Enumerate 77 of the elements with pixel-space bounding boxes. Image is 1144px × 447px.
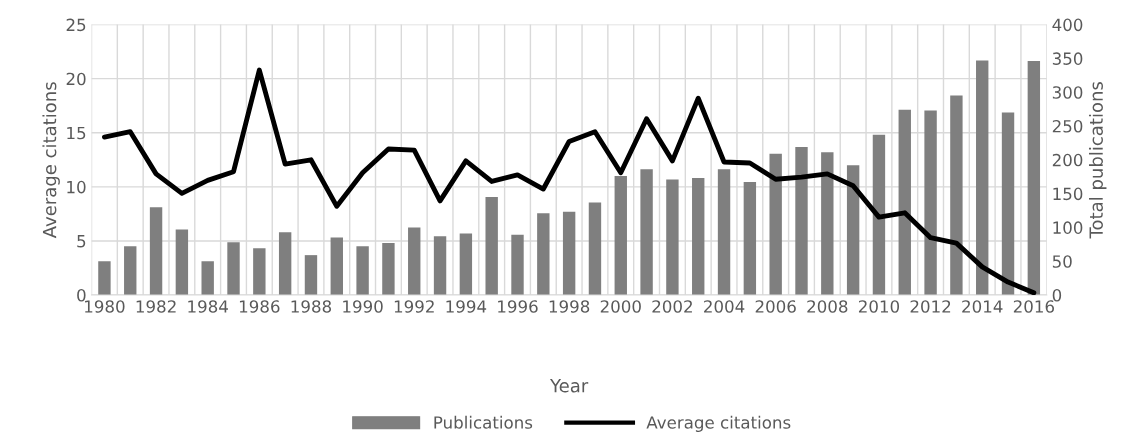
x-tick-label: 1988	[291, 300, 332, 313]
bar	[124, 246, 137, 296]
bar	[924, 110, 937, 296]
x-tick-label: 2008	[807, 300, 848, 313]
x-tick-label: 2014	[962, 300, 1003, 313]
bar	[640, 169, 653, 296]
x-tick-label: 1984	[188, 300, 228, 313]
y-tick-label: 0	[77, 288, 86, 302]
x-tick-label: 2004	[704, 300, 745, 313]
x-tick-label: 1986	[239, 300, 280, 313]
y2-axis-title: Total publications	[1088, 82, 1107, 239]
bar	[201, 261, 214, 296]
bar	[717, 169, 731, 296]
x-tick-label: 1980	[85, 300, 125, 313]
y-axis-title: Average citations	[42, 82, 60, 239]
x-tick-label: 1982	[136, 300, 176, 313]
bar	[382, 242, 395, 296]
y2-tick-label: 350	[1052, 52, 1083, 65]
bar	[562, 211, 576, 296]
bar	[227, 242, 240, 296]
bar	[666, 179, 679, 296]
y2-tick-label: 150	[1053, 187, 1083, 201]
bar	[98, 261, 111, 296]
x-tick-label: 1996	[498, 300, 538, 313]
x-tick-label: 2002	[652, 300, 692, 313]
bar	[743, 182, 757, 296]
x-axis-title: Year	[549, 379, 589, 393]
x-tick-label: 2016	[1013, 300, 1055, 313]
bar	[537, 213, 550, 296]
bar	[588, 202, 602, 296]
x-tick-label: 1998	[549, 300, 590, 313]
bar	[485, 196, 498, 296]
bar	[253, 248, 266, 296]
bar	[846, 165, 860, 296]
bar	[304, 255, 318, 296]
bar	[278, 232, 292, 296]
bar	[433, 236, 447, 296]
y2-tick-label: 100	[1053, 221, 1083, 234]
y-tick-label: 20	[66, 72, 86, 86]
bar	[356, 246, 369, 296]
y2-tick-label: 0	[1052, 288, 1062, 302]
bar	[175, 229, 189, 296]
y2-tick-label: 400	[1052, 18, 1083, 32]
y-tick-label: 25	[66, 18, 86, 32]
y2-tick-label: 50	[1052, 255, 1072, 268]
x-tick-label: 2012	[910, 300, 951, 313]
y2-tick-label: 250	[1052, 119, 1083, 133]
legend-label: Average citations	[646, 415, 791, 432]
bar	[459, 233, 473, 296]
bar	[769, 153, 782, 296]
bar	[950, 95, 963, 296]
y-tick-label: 10	[67, 180, 86, 194]
bar	[795, 146, 808, 296]
bar	[821, 152, 834, 296]
x-tick-label: 1992	[394, 300, 434, 313]
bar	[408, 227, 421, 296]
bar	[692, 178, 705, 296]
x-tick-label: 2006	[755, 300, 796, 313]
y2-tick-label: 200	[1052, 153, 1083, 167]
x-tick-label: 2000	[600, 300, 641, 313]
legend-label: Publications	[434, 415, 533, 429]
bar	[898, 109, 911, 296]
bar	[872, 134, 886, 296]
y2-tick-label: 300	[1052, 86, 1083, 99]
x-tick-label: 1994	[446, 300, 487, 313]
bar	[149, 207, 163, 296]
bar	[1027, 61, 1041, 296]
bar	[614, 176, 627, 296]
bar	[511, 234, 524, 296]
x-tick-label: 2010	[858, 300, 900, 313]
y-tick-label: 5	[77, 235, 86, 248]
x-tick-label: 1990	[343, 300, 383, 313]
bar	[330, 237, 343, 296]
line-series	[102, 67, 1037, 296]
bar	[976, 60, 989, 296]
y-tick-label: 15	[67, 126, 86, 140]
bar	[1001, 112, 1015, 296]
